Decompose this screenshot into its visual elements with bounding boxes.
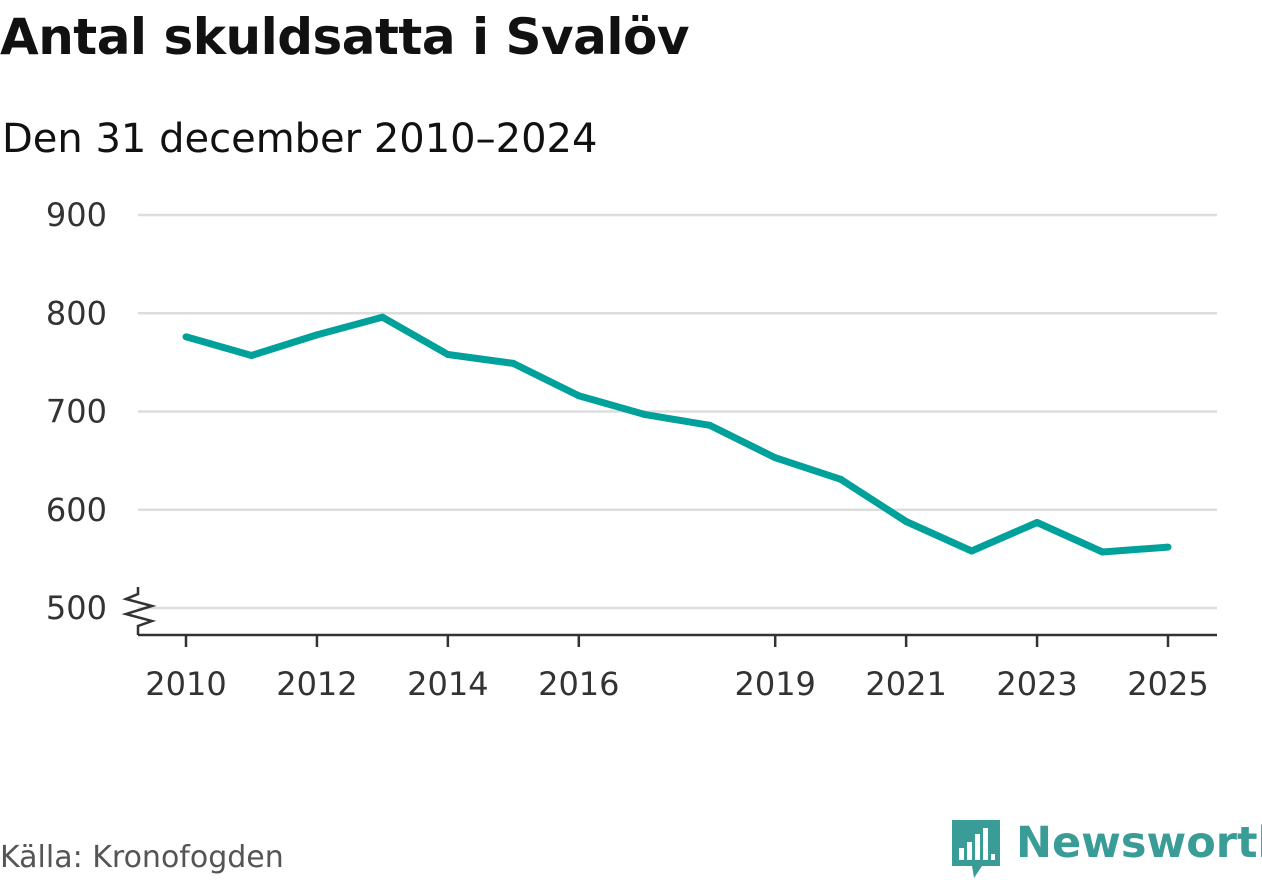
x-tick-label-2025: 2025 [1127,665,1208,703]
data-point-2014 [444,351,452,359]
data-point-2021 [902,518,910,526]
x-axis-labels: 2010 2012 2014 2016 2019 2021 2023 2025 [145,665,1208,703]
x-tick-label-2021: 2021 [865,665,946,703]
y-tick-label-900: 900 [46,196,107,234]
y-tick-label-500: 500 [46,589,107,627]
data-point-2016 [575,392,583,400]
y-tick-label-800: 800 [46,294,107,332]
data-point-2012 [313,331,321,339]
chart-subtitle: Den 31 december 2010–2024 [2,116,598,162]
y-tick-label-600: 600 [46,491,107,529]
data-point-2018 [706,421,714,429]
series-line-0 [185,313,1169,556]
x-tick-label-2014: 2014 [407,665,488,703]
brand-name: Newsworthy [1016,818,1262,868]
x-tick-label-2012: 2012 [276,665,357,703]
axes [121,587,1217,647]
y-tick-label-700: 700 [46,393,107,431]
data-point-2023 [1033,519,1041,527]
data-point-2015 [509,359,517,367]
data-point-2013 [378,313,386,321]
data-point-2022 [968,547,976,555]
data-point-2011 [247,351,255,359]
bar-chart-speech-bubble-icon [952,820,1000,878]
chart-title: Antal skuldsatta i Svalöv [0,8,689,66]
data-point-2020 [837,475,845,483]
source-note: Källa: Kronofogden [0,840,284,875]
x-tick-label-2010: 2010 [145,665,226,703]
data-point-2024 [1099,548,1107,556]
data-point-2019 [771,454,779,462]
data-point-2010 [182,333,190,341]
gridlines [138,213,1217,610]
series-group [182,313,1172,556]
data-point-2025 [1164,543,1172,551]
x-tick-label-2023: 2023 [996,665,1077,703]
y-axis-labels: 500 600 700 800 900 [46,196,107,627]
brand-logo: Newsworthy [950,818,1262,880]
y-axis-break [121,587,157,635]
x-tick-label-2019: 2019 [734,665,815,703]
data-point-2017 [640,410,648,418]
x-tick-label-2016: 2016 [538,665,619,703]
